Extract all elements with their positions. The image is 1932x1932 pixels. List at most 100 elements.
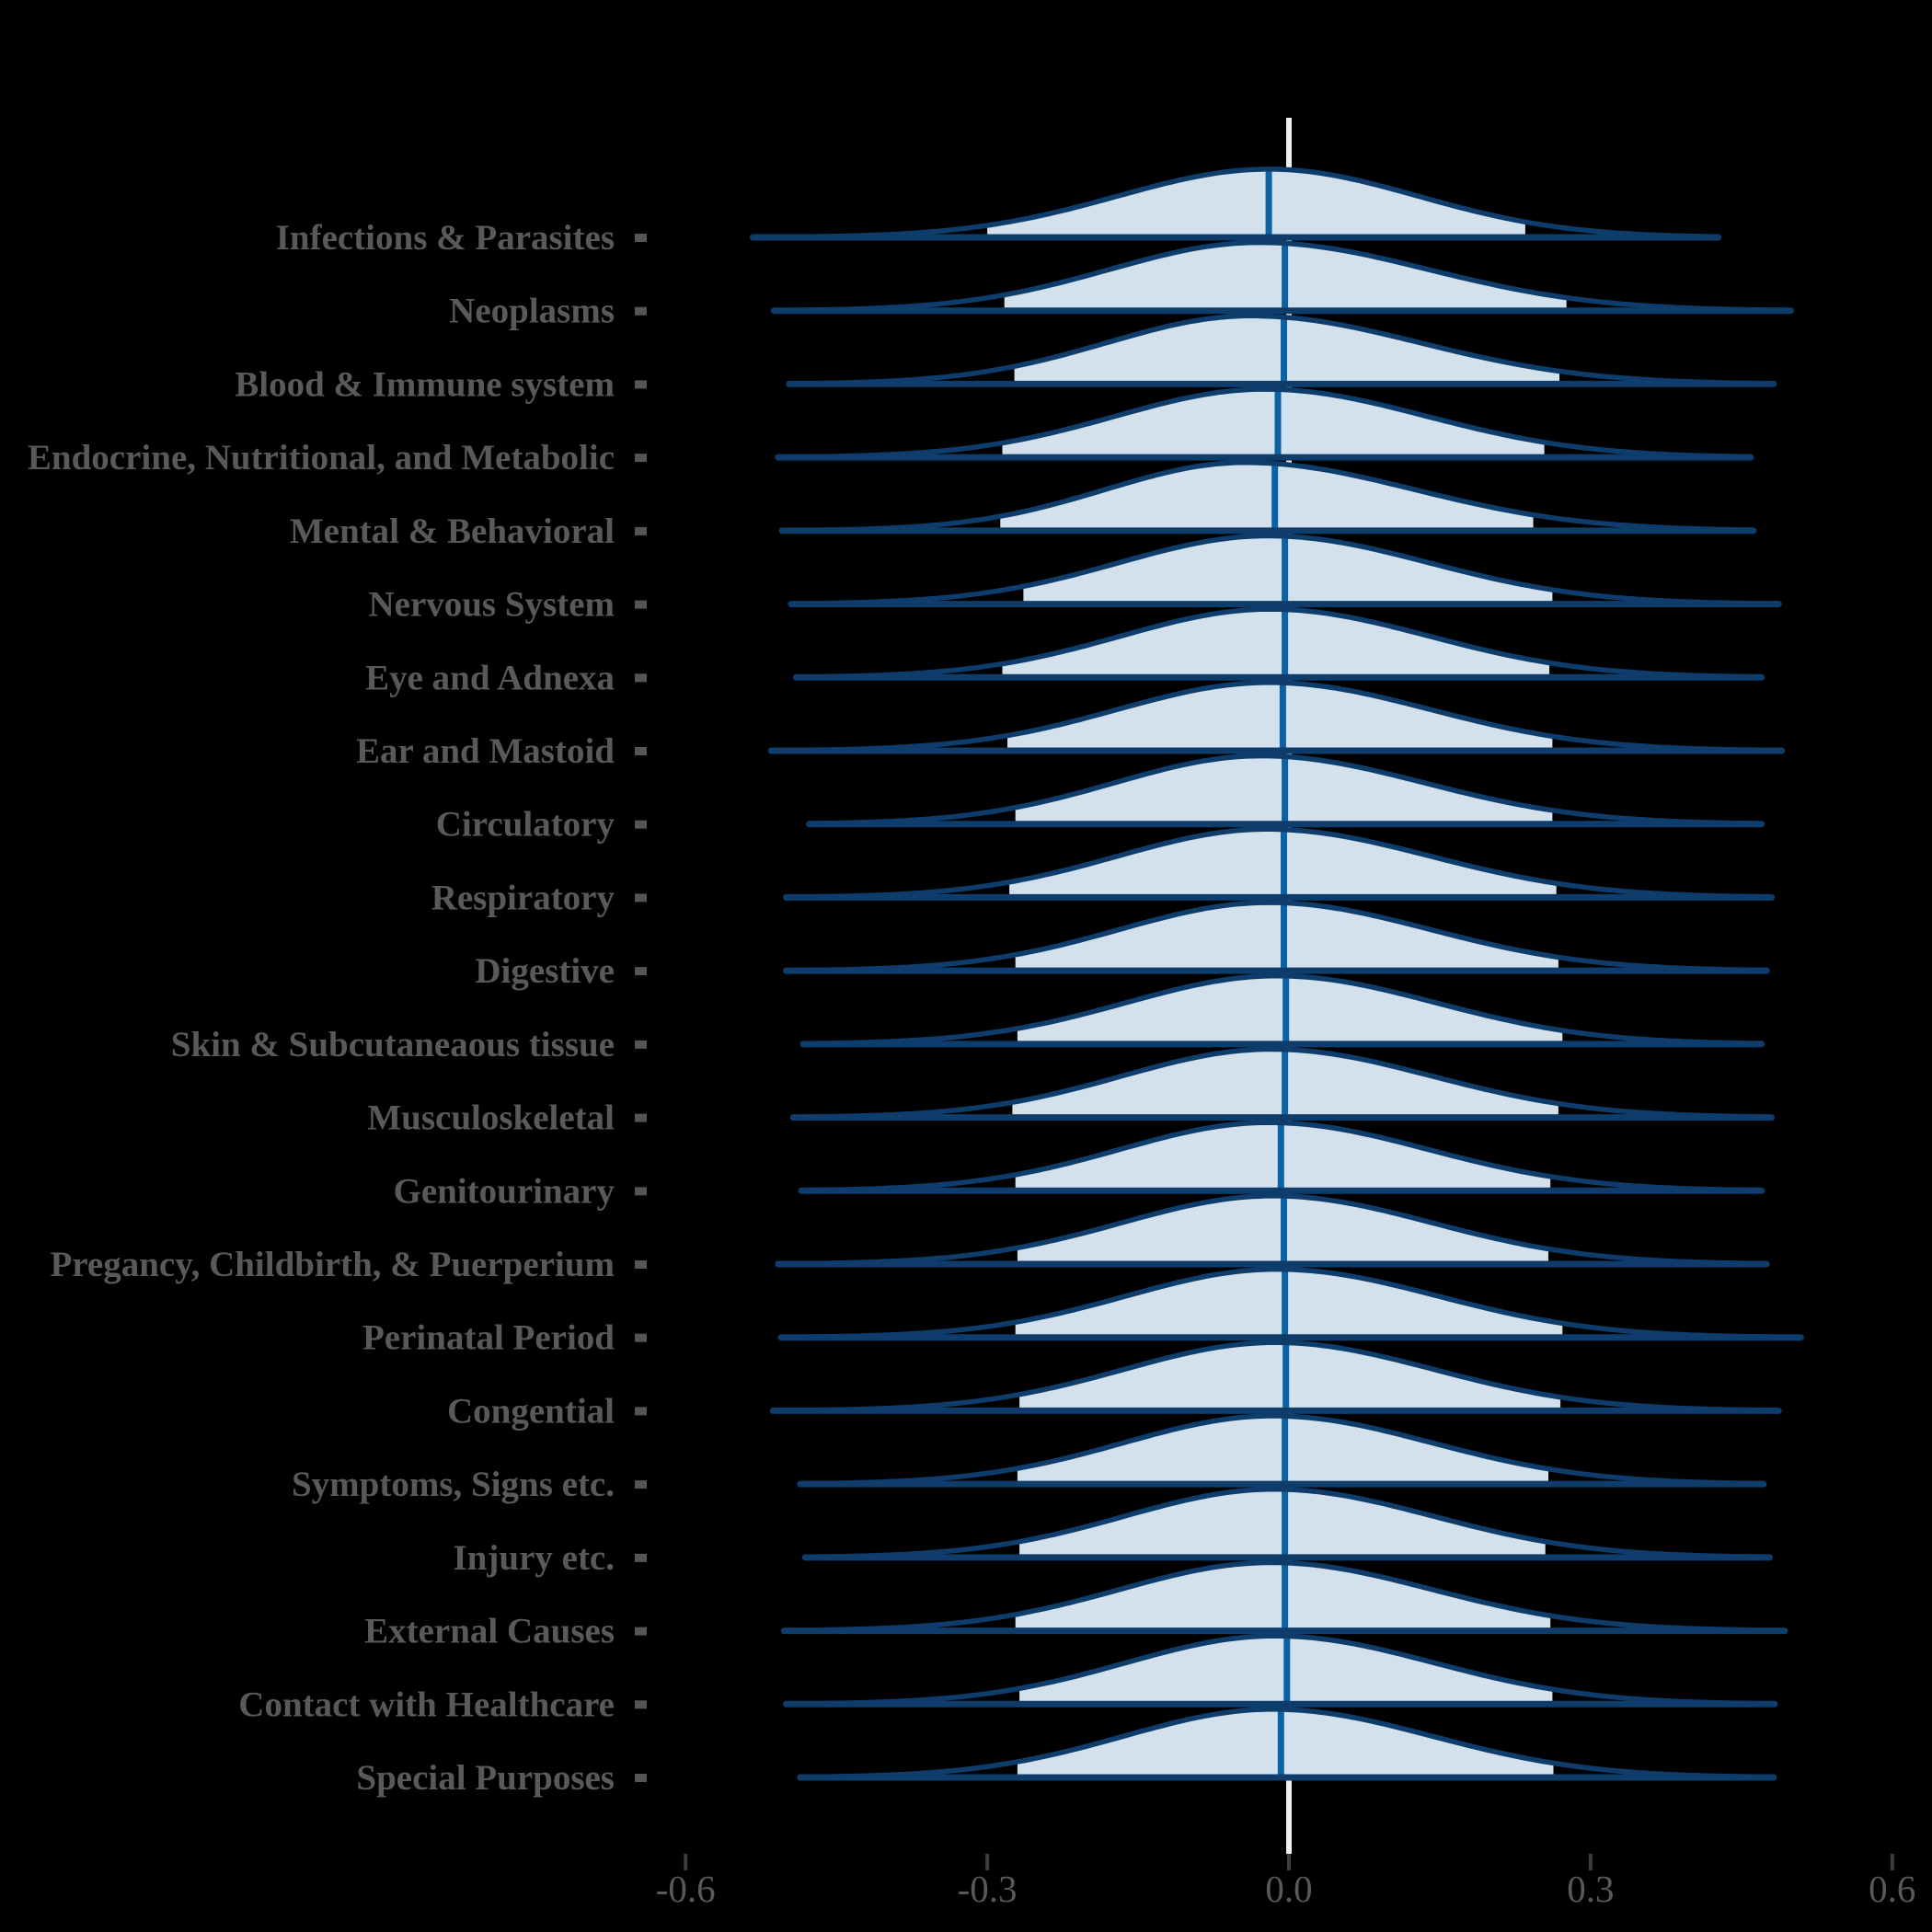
category-tick — [635, 1553, 647, 1562]
median-line — [1277, 1122, 1284, 1191]
category-label: Circulatory — [436, 805, 615, 845]
category-tick — [635, 1407, 647, 1416]
violin-row: Congential — [447, 1340, 1782, 1431]
category-label: Pregancy, Childbirth, & Puerperium — [50, 1245, 615, 1284]
category-label: Injury etc. — [454, 1538, 615, 1578]
violin-row: Endocrine, Nutritional, and Metabolic — [28, 386, 1754, 477]
density-fill — [987, 168, 1525, 237]
category-label: Genitourinary — [394, 1171, 615, 1211]
category-label: Endocrine, Nutritional, and Metabolic — [28, 438, 615, 477]
category-label: Mental & Behavioral — [290, 512, 615, 551]
median-line — [1282, 1269, 1289, 1338]
violin-row: Musculoskeletal — [367, 1046, 1776, 1138]
median-line — [1279, 683, 1286, 751]
violin-row: Infections & Parasites — [276, 167, 1722, 258]
median-line — [1283, 1636, 1291, 1705]
density-outline — [787, 313, 1777, 386]
density-outline — [799, 1120, 1765, 1193]
median-line — [1281, 1196, 1287, 1264]
violin-row: Blood & Immune system — [235, 313, 1777, 404]
category-label: Nervous System — [368, 585, 615, 625]
median-line — [1282, 1562, 1289, 1631]
category-tick — [635, 1187, 647, 1196]
category-label: Infections & Parasites — [276, 218, 615, 258]
violin-row: Digestive — [475, 900, 1770, 991]
median-line — [1282, 243, 1289, 311]
violin-row: Injury etc. — [454, 1486, 1773, 1578]
density-fill — [1000, 462, 1534, 531]
category-tick — [635, 454, 647, 463]
category-label: Neoplasms — [449, 292, 615, 331]
category-tick — [635, 1260, 647, 1269]
x-axis-tick-label: 0.0 — [1265, 1868, 1312, 1910]
category-label: Perinatal Period — [362, 1318, 615, 1358]
category-tick — [635, 967, 647, 976]
category-label: Ear and Mastoid — [356, 731, 615, 771]
density-outline — [806, 753, 1765, 826]
category-tick — [635, 1700, 647, 1709]
category-tick — [635, 1333, 647, 1342]
density-outline — [800, 972, 1765, 1047]
median-line — [1271, 463, 1279, 531]
violin-row: Perinatal Period — [362, 1266, 1804, 1358]
median-line — [1277, 1709, 1284, 1777]
density-outline — [779, 459, 1756, 534]
category-label: Contact with Healthcare — [238, 1685, 615, 1724]
category-label: Respiratory — [431, 878, 615, 917]
category-tick — [635, 1774, 647, 1782]
category-tick — [635, 1040, 647, 1049]
category-tick — [635, 600, 647, 609]
density-outline — [802, 1486, 1773, 1560]
density-outline — [798, 1707, 1777, 1780]
violin-row: Pregancy, Childbirth, & Puerperium — [50, 1193, 1770, 1284]
median-line — [1265, 168, 1272, 237]
density-outline — [783, 900, 1769, 973]
category-label: Blood & Immune system — [235, 364, 615, 404]
violin-row: Respiratory — [431, 826, 1776, 917]
median-line — [1282, 535, 1289, 604]
density-outline — [776, 1193, 1769, 1267]
density-outline — [776, 386, 1754, 460]
median-line — [1282, 1416, 1289, 1485]
category-tick — [635, 893, 647, 903]
violin-row: Nervous System — [368, 533, 1782, 625]
category-tick — [635, 1627, 647, 1636]
violin-row: Circulatory — [436, 753, 1765, 845]
x-axis-tick-label: 0.3 — [1567, 1868, 1614, 1910]
median-line — [1281, 903, 1287, 972]
density-outline — [788, 533, 1782, 606]
median-line — [1281, 829, 1287, 898]
violin-row: Contact with Healthcare — [238, 1633, 1778, 1724]
density-fill — [1015, 1269, 1563, 1338]
density-outline — [790, 1046, 1775, 1120]
category-tick — [635, 820, 647, 829]
median-line — [1274, 389, 1282, 458]
violin-row: External Causes — [364, 1559, 1788, 1651]
category-label: Congential — [447, 1391, 615, 1431]
median-line — [1281, 316, 1287, 385]
density-outline — [771, 239, 1794, 314]
median-line — [1282, 975, 1290, 1044]
violin-row: Genitourinary — [394, 1120, 1765, 1211]
density-outline — [750, 167, 1721, 240]
density-outline — [783, 1633, 1777, 1707]
violin-row: Neoplasms — [449, 239, 1794, 331]
median-line — [1282, 1489, 1289, 1558]
category-tick — [635, 673, 647, 683]
median-line — [1282, 609, 1289, 678]
violin-row: Eye and Adnexa — [365, 606, 1765, 697]
category-label: Symptoms, Signs etc. — [292, 1465, 615, 1504]
category-label: Special Purposes — [356, 1758, 615, 1798]
density-fill — [1019, 1342, 1561, 1411]
density-outline — [783, 826, 1775, 900]
density-outline — [798, 1413, 1766, 1487]
density-outline — [768, 680, 1785, 753]
density-fill — [1017, 975, 1563, 1044]
density-outline — [770, 1340, 1782, 1413]
density-fill — [1002, 389, 1545, 458]
density-outline — [793, 606, 1765, 680]
density-fill — [1002, 609, 1550, 678]
median-line — [1282, 1049, 1289, 1118]
category-label: Eye and Adnexa — [365, 658, 615, 697]
